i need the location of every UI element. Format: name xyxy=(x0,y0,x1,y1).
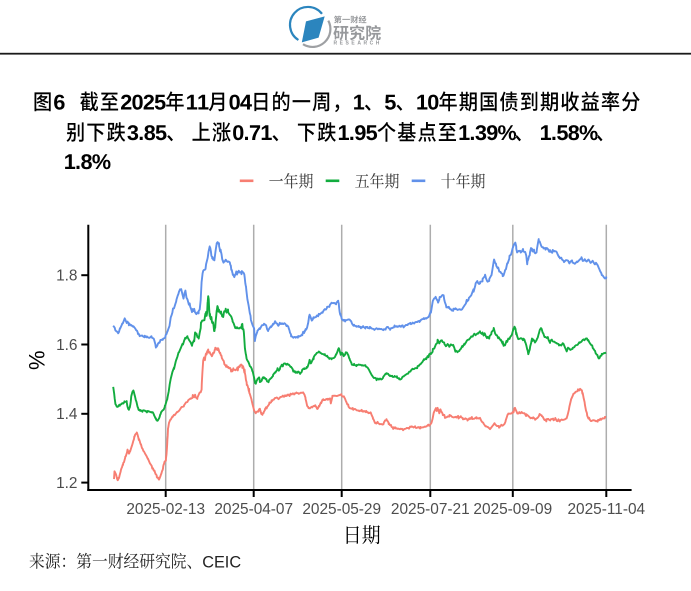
svg-text:2025-09-09: 2025-09-09 xyxy=(473,501,552,518)
svg-text:2025-02-13: 2025-02-13 xyxy=(126,501,205,518)
svg-text:2025-07-21: 2025-07-21 xyxy=(391,501,470,518)
svg-text:2025-11-04: 2025-11-04 xyxy=(568,501,646,518)
svg-text:1.6: 1.6 xyxy=(56,337,77,354)
svg-text:1.8: 1.8 xyxy=(56,268,77,285)
svg-text:CEIC: CEIC xyxy=(202,554,241,572)
svg-text:2025-05-29: 2025-05-29 xyxy=(302,501,381,518)
svg-text:2025-04-07: 2025-04-07 xyxy=(214,501,293,518)
svg-text:1.2: 1.2 xyxy=(56,475,77,492)
svg-text:%: % xyxy=(24,350,49,370)
svg-text:RESEARCH: RESEARCH xyxy=(334,41,382,47)
svg-text:1.4: 1.4 xyxy=(56,406,78,423)
